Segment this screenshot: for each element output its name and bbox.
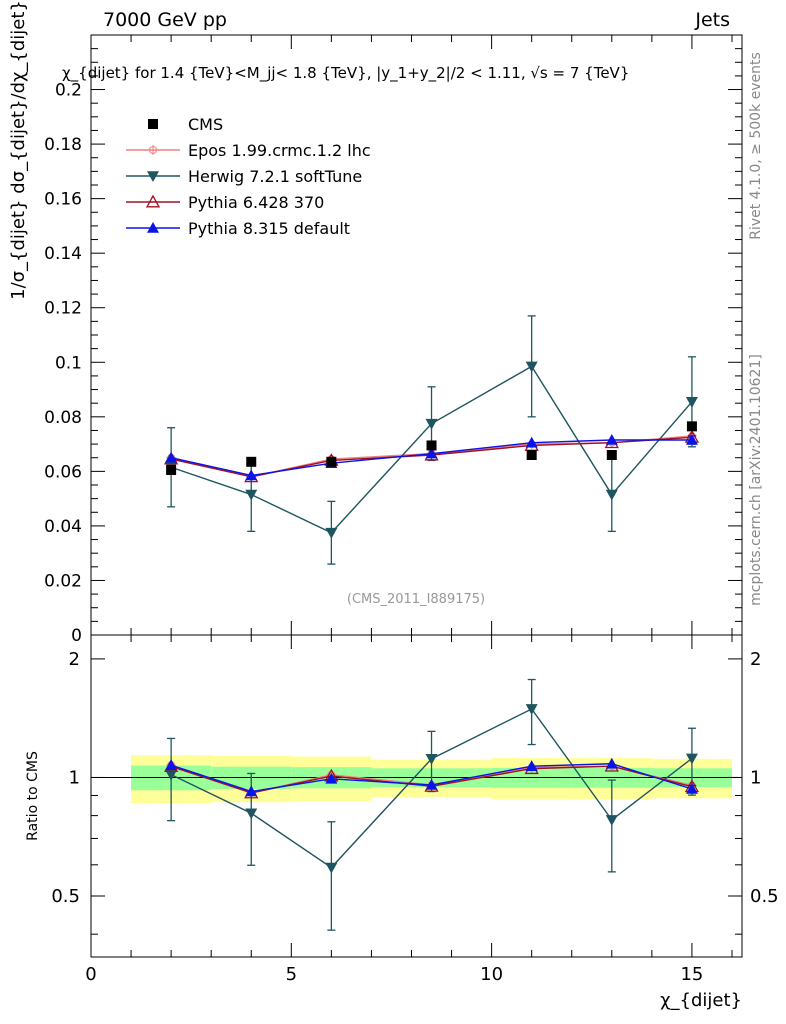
y-tick-label: 0.08 xyxy=(44,408,82,428)
data-point xyxy=(166,465,177,475)
legend-item: Pythia 6.428 370 xyxy=(126,193,324,212)
collision-header: 7000 GeV pp xyxy=(103,9,227,31)
legend-label: CMS xyxy=(188,115,223,134)
legend-marker xyxy=(147,222,159,233)
data-point xyxy=(246,456,257,467)
series-point xyxy=(425,418,438,430)
series-ratio-point xyxy=(425,754,438,765)
x-axis-label: χ_{dijet} xyxy=(660,990,742,1011)
series-point xyxy=(685,434,698,445)
legend-label: Herwig 7.2.1 softTune xyxy=(188,167,362,186)
series-point xyxy=(325,527,338,539)
y-tick-label: 0.16 xyxy=(44,190,82,210)
series-point xyxy=(525,436,538,448)
series-ratio-point xyxy=(165,769,178,781)
data-layer xyxy=(166,421,697,475)
data-point xyxy=(326,456,337,467)
series-point xyxy=(525,361,538,373)
legend-label: Epos 1.99.crmc.1.2 lhc xyxy=(188,141,371,160)
ratio-y-tick-label: 1 xyxy=(69,767,80,788)
series-point xyxy=(685,397,698,408)
series-ratio-point xyxy=(165,759,178,770)
ratio-y-tick-label: 1 xyxy=(750,767,761,788)
ratio-y-tick-label: 0.5 xyxy=(51,886,80,907)
series-ratio-point xyxy=(685,783,698,794)
x-tick-label: 0 xyxy=(85,964,96,985)
series-layer xyxy=(164,315,700,931)
data-point xyxy=(526,450,537,460)
y-tick-label: 0.1 xyxy=(55,353,82,373)
y-tick-label: 0.04 xyxy=(44,517,82,537)
rivet-version-text: Rivet 4.1.0, ≥ 500k events xyxy=(748,52,764,240)
series-ratio-point xyxy=(685,753,698,765)
y-axis-label: 1/σ_{dijet} dσ_{dijet}/dχ_{dijet} xyxy=(8,0,29,300)
legend-item: Epos 1.99.crmc.1.2 lhc xyxy=(126,141,371,160)
series-ratio-point xyxy=(605,757,618,769)
y-tick-label: 0.02 xyxy=(44,571,82,591)
legend-marker xyxy=(148,119,158,129)
series-ratio-point xyxy=(325,772,338,784)
legend-item: Herwig 7.2.1 softTune xyxy=(126,167,362,186)
legend-marker xyxy=(148,145,158,155)
y-tick-label: 0.14 xyxy=(44,244,82,264)
mcplots-credit-text: mcplots.cern.ch [arXiv:2401.10621] xyxy=(748,354,764,606)
series-ratio-point xyxy=(425,778,438,790)
legend-label: Pythia 8.315 default xyxy=(188,219,350,238)
ratio-y-tick-label: 2 xyxy=(750,649,761,670)
axes-ticks: 0 5 10 15 0 0.02 0.04 0.06 0.08 0.1 0.12 0.14 0.16 0.… xyxy=(44,35,779,985)
y-tick-label: 0.18 xyxy=(44,135,82,155)
series-point xyxy=(605,489,618,501)
data-point xyxy=(686,421,697,432)
ratio-y-tick-label: 0.5 xyxy=(750,886,779,907)
series-ratio-point xyxy=(245,785,258,797)
x-tick-label: 5 xyxy=(286,964,297,985)
ratio-y-tick-label: 2 xyxy=(69,649,80,670)
series-point xyxy=(245,469,258,481)
series-1 xyxy=(165,315,698,931)
series-ratio-point xyxy=(245,808,258,820)
legend-item: Pythia 8.315 default xyxy=(126,219,350,238)
series-point xyxy=(425,447,438,459)
x-tick-label: 10 xyxy=(480,964,503,985)
legend: CMS Epos 1.99.crmc.1.2 lhc Herwig 7.2.1 so… xyxy=(126,115,371,238)
y-tick-label: 0.2 xyxy=(55,81,82,101)
x-tick-label: 15 xyxy=(680,964,703,985)
series-ratio-point xyxy=(525,760,538,771)
plot-title: χ_{dijet} for 1.4 {TeV}<M_jj< 1.8 {TeV},… xyxy=(62,64,630,82)
series-ratio-point xyxy=(605,815,618,826)
legend-marker xyxy=(145,194,161,208)
series-point xyxy=(245,489,258,501)
legend-label: Pythia 6.428 370 xyxy=(188,193,324,212)
data-point xyxy=(426,440,437,451)
ratio-y-axis-label: Ratio to CMS xyxy=(25,751,41,841)
series-ratio-point xyxy=(525,704,538,715)
legend-item: CMS xyxy=(148,115,223,134)
process-header: Jets xyxy=(695,9,730,31)
legend-marker xyxy=(147,171,159,182)
series-3 xyxy=(165,434,698,797)
y-tick-label: 0 xyxy=(71,626,82,646)
series-point xyxy=(605,434,618,445)
analysis-tag: (CMS_2011_I889175) xyxy=(347,592,485,607)
y-tick-label: 0.12 xyxy=(44,299,82,319)
series-point xyxy=(165,451,178,463)
y-tick-label: 0.06 xyxy=(44,462,82,482)
series-ratio-point xyxy=(325,862,338,874)
data-point xyxy=(606,450,617,460)
ratio-plot-frame xyxy=(90,634,743,958)
